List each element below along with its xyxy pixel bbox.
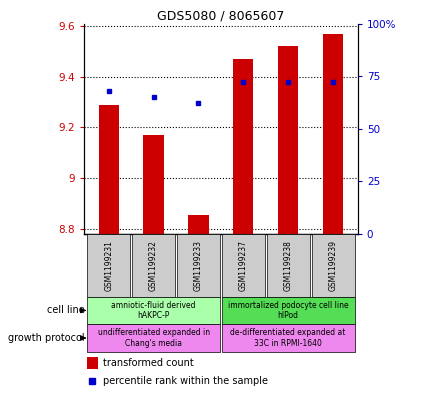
Bar (221, 234, 264, 297)
Text: GSM1199239: GSM1199239 (328, 240, 337, 291)
Bar (188, 215, 208, 234)
Bar (176, 234, 219, 297)
Bar (87, 234, 130, 297)
Text: GSM1199231: GSM1199231 (104, 240, 113, 291)
Text: GSM1199232: GSM1199232 (149, 240, 158, 291)
Bar (132, 234, 175, 297)
Text: GSM1199233: GSM1199233 (194, 240, 203, 291)
Bar (221, 324, 354, 352)
Text: immortalized podocyte cell line
hIPod: immortalized podocyte cell line hIPod (227, 301, 348, 320)
Title: GDS5080 / 8065607: GDS5080 / 8065607 (157, 9, 284, 22)
Bar (98, 105, 119, 234)
Bar (277, 46, 298, 234)
Bar (87, 324, 219, 352)
Bar (87, 297, 219, 324)
Text: growth protocol: growth protocol (8, 333, 85, 343)
Bar (311, 234, 354, 297)
Bar (221, 297, 354, 324)
Text: GSM1199238: GSM1199238 (283, 240, 292, 291)
Bar (143, 135, 163, 234)
Bar (322, 34, 342, 234)
Text: GSM1199237: GSM1199237 (238, 240, 247, 291)
Text: transformed count: transformed count (103, 358, 194, 368)
Text: undifferentiated expanded in
Chang's media: undifferentiated expanded in Chang's med… (97, 328, 209, 348)
Bar (86, 357, 98, 369)
Text: de-differentiated expanded at
33C in RPMI-1640: de-differentiated expanded at 33C in RPM… (230, 328, 345, 348)
Text: cell line: cell line (47, 305, 85, 316)
Bar (266, 234, 309, 297)
Text: amniotic-fluid derived
hAKPC-P: amniotic-fluid derived hAKPC-P (111, 301, 195, 320)
Text: percentile rank within the sample: percentile rank within the sample (103, 376, 267, 386)
Bar (233, 59, 253, 234)
